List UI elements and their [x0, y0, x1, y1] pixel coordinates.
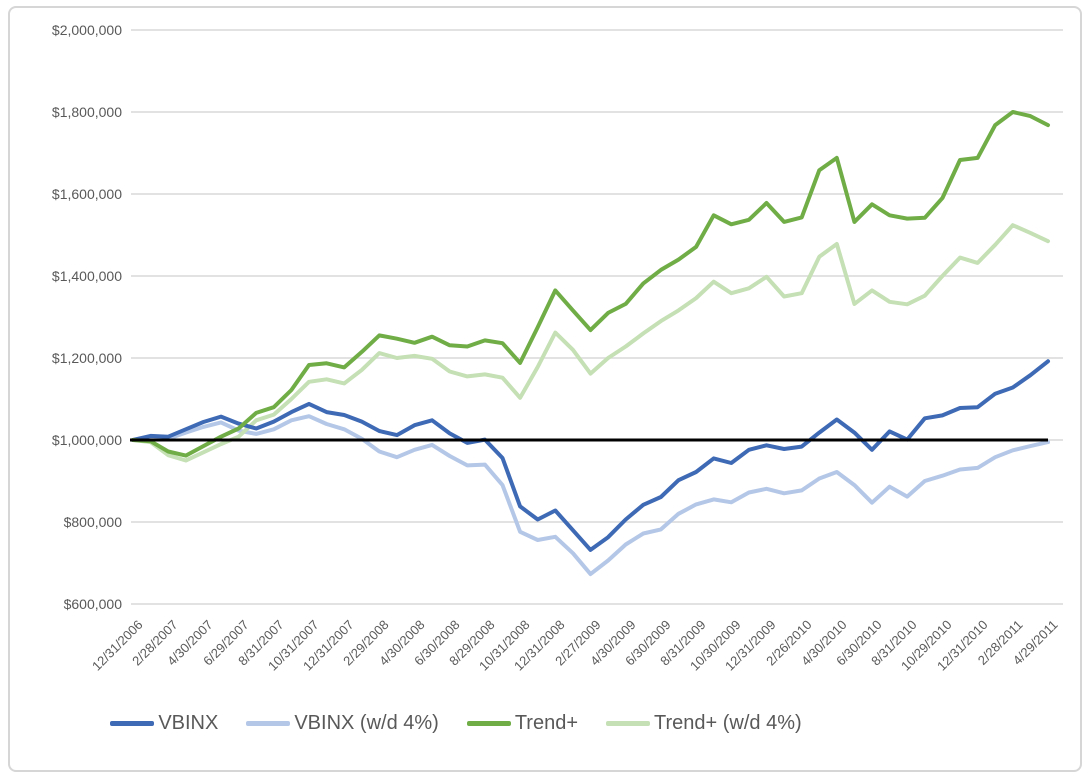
- legend-swatch-icon: [606, 721, 651, 726]
- y-tick-label: $1,200,000: [51, 350, 122, 366]
- chart-frame: [8, 6, 1082, 772]
- y-tick-label: $1,400,000: [51, 268, 122, 284]
- legend-label: Trend+ (w/d 4%): [654, 712, 802, 734]
- legend-item-trend-w-d-4: Trend+ (w/d 4%): [606, 712, 802, 735]
- chart-legend: VBINX VBINX (w/d 4%) Trend+ Trend+ (w/d 4%): [0, 712, 1000, 735]
- legend-swatch-icon: [466, 721, 511, 726]
- y-tick-label: $1,600,000: [51, 186, 122, 202]
- legend-label: VBINX: [158, 712, 219, 734]
- y-tick-label: $1,000,000: [51, 432, 122, 448]
- series-line-1: [131, 414, 1050, 577]
- legend-label: Trend+: [514, 712, 579, 734]
- series-line-0: [131, 359, 1050, 552]
- legend-swatch-icon: [246, 721, 291, 726]
- legend-swatch-icon: [110, 721, 155, 726]
- y-tick-label: $600,000: [63, 596, 122, 612]
- y-tick-label: $2,000,000: [51, 22, 122, 38]
- legend-item-vbinx: VBINX: [110, 712, 218, 735]
- legend-item-trend: Trend+: [466, 712, 579, 735]
- series-line-3: [131, 223, 1050, 463]
- legend-item-vbinx-w-d-4: VBINX (w/d 4%): [246, 712, 439, 735]
- legend-label: VBINX (w/d 4%): [294, 712, 439, 734]
- series-line-2: [131, 110, 1050, 458]
- y-tick-label: $1,800,000: [51, 104, 122, 120]
- y-tick-label: $800,000: [63, 514, 122, 530]
